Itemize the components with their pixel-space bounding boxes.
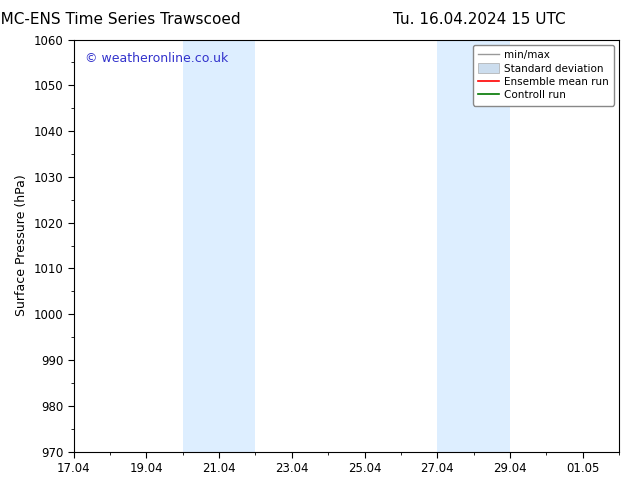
Text: © weatheronline.co.uk: © weatheronline.co.uk: [84, 52, 228, 65]
Text: Tu. 16.04.2024 15 UTC: Tu. 16.04.2024 15 UTC: [393, 12, 566, 27]
Text: CMC-ENS Time Series Trawscoed: CMC-ENS Time Series Trawscoed: [0, 12, 241, 27]
Bar: [437, 40, 510, 452]
Legend: min/max, Standard deviation, Ensemble mean run, Controll run: min/max, Standard deviation, Ensemble me…: [472, 45, 614, 105]
Bar: [183, 40, 256, 452]
Y-axis label: Surface Pressure (hPa): Surface Pressure (hPa): [15, 175, 28, 317]
